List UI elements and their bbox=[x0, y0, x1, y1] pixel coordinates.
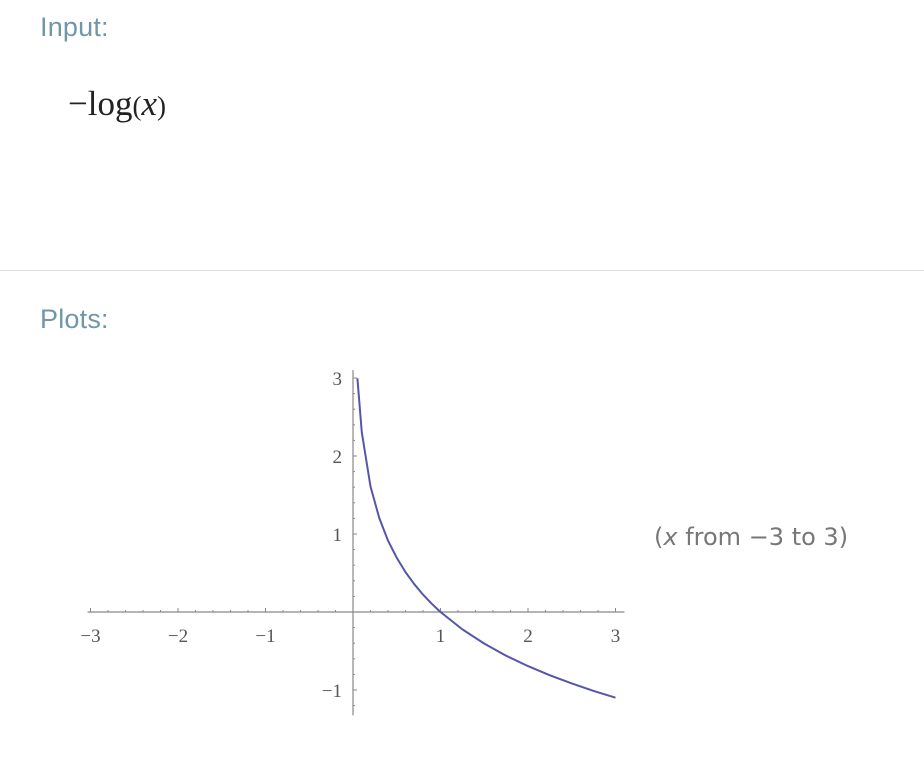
x-tick-label: 1 bbox=[436, 626, 446, 647]
x-tick-label: −2 bbox=[168, 626, 188, 647]
plot-range-note: (x from −3 to 3) bbox=[654, 523, 848, 551]
x-tick-label: −1 bbox=[255, 626, 275, 647]
plot-chart: −3 −2 −1 1 2 3 3 2 1 −1 bbox=[80, 369, 625, 716]
x-tick-label: 3 bbox=[611, 626, 621, 647]
section-divider bbox=[0, 270, 924, 271]
y-tick-label: −1 bbox=[322, 681, 342, 702]
formula-sign: − bbox=[68, 84, 88, 123]
formula-open-paren: ( bbox=[132, 91, 142, 121]
range-note-text: from −3 to 3) bbox=[677, 523, 849, 551]
y-tick-label: 2 bbox=[333, 447, 343, 468]
y-tick-label: 3 bbox=[333, 369, 343, 390]
range-note-variable: x bbox=[663, 523, 678, 551]
x-tick-label: −3 bbox=[80, 626, 100, 647]
range-note-open: ( bbox=[654, 523, 664, 551]
series-curve bbox=[356, 378, 616, 699]
formula-function: log bbox=[87, 84, 133, 123]
plots-section-title: Plots: bbox=[40, 304, 109, 334]
input-section-title: Input: bbox=[40, 12, 109, 42]
y-tick-label: 1 bbox=[333, 525, 343, 546]
formula-close-paren: ) bbox=[157, 91, 167, 121]
x-tick-label: 2 bbox=[523, 626, 533, 647]
formula-variable: x bbox=[141, 84, 158, 123]
input-formula: −log(x) bbox=[68, 84, 166, 124]
